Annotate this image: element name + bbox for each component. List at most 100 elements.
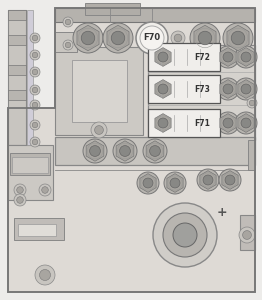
Bar	[8, 90, 26, 100]
Bar	[10, 153, 50, 175]
Bar	[8, 10, 26, 20]
Bar	[55, 8, 255, 22]
Bar	[55, 47, 143, 135]
Circle shape	[65, 42, 71, 48]
Bar	[148, 75, 220, 103]
Circle shape	[175, 49, 181, 55]
Polygon shape	[167, 174, 183, 192]
Circle shape	[219, 169, 241, 191]
Circle shape	[217, 46, 239, 68]
Circle shape	[249, 100, 255, 106]
Circle shape	[153, 203, 217, 267]
Text: F70: F70	[143, 34, 161, 43]
Bar	[85, 3, 140, 15]
Polygon shape	[86, 141, 104, 161]
Circle shape	[152, 112, 174, 134]
Circle shape	[83, 139, 107, 163]
Circle shape	[32, 87, 38, 93]
Text: F72: F72	[194, 52, 210, 62]
Circle shape	[65, 19, 71, 25]
Circle shape	[173, 223, 197, 247]
Circle shape	[39, 184, 51, 196]
Circle shape	[143, 139, 167, 163]
Circle shape	[223, 52, 233, 62]
Circle shape	[32, 139, 38, 145]
Circle shape	[239, 227, 255, 243]
Bar	[14, 218, 64, 240]
Bar	[240, 215, 255, 250]
Circle shape	[150, 146, 160, 156]
Polygon shape	[8, 8, 255, 292]
Circle shape	[30, 120, 40, 130]
Circle shape	[143, 178, 153, 188]
Polygon shape	[116, 141, 134, 161]
Bar	[12, 157, 48, 173]
Bar	[8, 10, 26, 145]
Circle shape	[235, 112, 257, 134]
Circle shape	[158, 84, 168, 94]
Circle shape	[223, 23, 253, 53]
Circle shape	[32, 35, 38, 41]
Bar	[148, 109, 220, 137]
Circle shape	[32, 102, 38, 108]
Circle shape	[163, 213, 207, 257]
Circle shape	[170, 178, 180, 188]
Bar	[148, 45, 255, 140]
Circle shape	[103, 23, 133, 53]
Circle shape	[223, 118, 233, 128]
Bar	[8, 145, 53, 200]
Text: F71: F71	[194, 118, 210, 127]
Circle shape	[32, 122, 38, 128]
Polygon shape	[238, 48, 254, 66]
Circle shape	[203, 175, 213, 185]
Polygon shape	[222, 171, 238, 189]
Circle shape	[198, 31, 212, 45]
Circle shape	[241, 118, 251, 128]
Circle shape	[91, 122, 107, 138]
Circle shape	[63, 40, 73, 50]
Circle shape	[17, 187, 23, 193]
Circle shape	[137, 172, 159, 194]
Text: +: +	[217, 206, 227, 218]
Circle shape	[32, 52, 38, 58]
Circle shape	[30, 100, 40, 110]
Circle shape	[95, 126, 103, 134]
Circle shape	[136, 22, 168, 54]
Circle shape	[90, 146, 100, 156]
Polygon shape	[155, 80, 171, 98]
Bar	[72, 60, 127, 122]
Circle shape	[158, 118, 168, 128]
Polygon shape	[146, 141, 164, 161]
Circle shape	[63, 17, 73, 27]
Circle shape	[217, 78, 239, 100]
Bar	[18, 224, 56, 236]
Circle shape	[40, 269, 51, 281]
Polygon shape	[200, 171, 216, 189]
Bar	[8, 65, 26, 75]
Circle shape	[30, 137, 40, 147]
Circle shape	[190, 23, 220, 53]
Circle shape	[241, 52, 251, 62]
Polygon shape	[155, 114, 171, 132]
Polygon shape	[140, 174, 156, 192]
Circle shape	[174, 34, 182, 42]
Circle shape	[73, 23, 103, 53]
Circle shape	[217, 112, 239, 134]
Polygon shape	[220, 48, 236, 66]
Polygon shape	[227, 25, 249, 51]
Circle shape	[171, 31, 185, 45]
Polygon shape	[155, 48, 171, 66]
Circle shape	[32, 69, 38, 75]
Circle shape	[152, 46, 174, 68]
Bar	[27, 10, 33, 145]
Circle shape	[235, 46, 257, 68]
Text: F73: F73	[194, 85, 210, 94]
Circle shape	[30, 85, 40, 95]
Circle shape	[35, 265, 55, 285]
Circle shape	[158, 52, 168, 62]
Circle shape	[30, 67, 40, 77]
Bar	[8, 35, 26, 45]
Circle shape	[247, 98, 257, 108]
Bar	[55, 137, 255, 165]
Circle shape	[223, 84, 233, 94]
